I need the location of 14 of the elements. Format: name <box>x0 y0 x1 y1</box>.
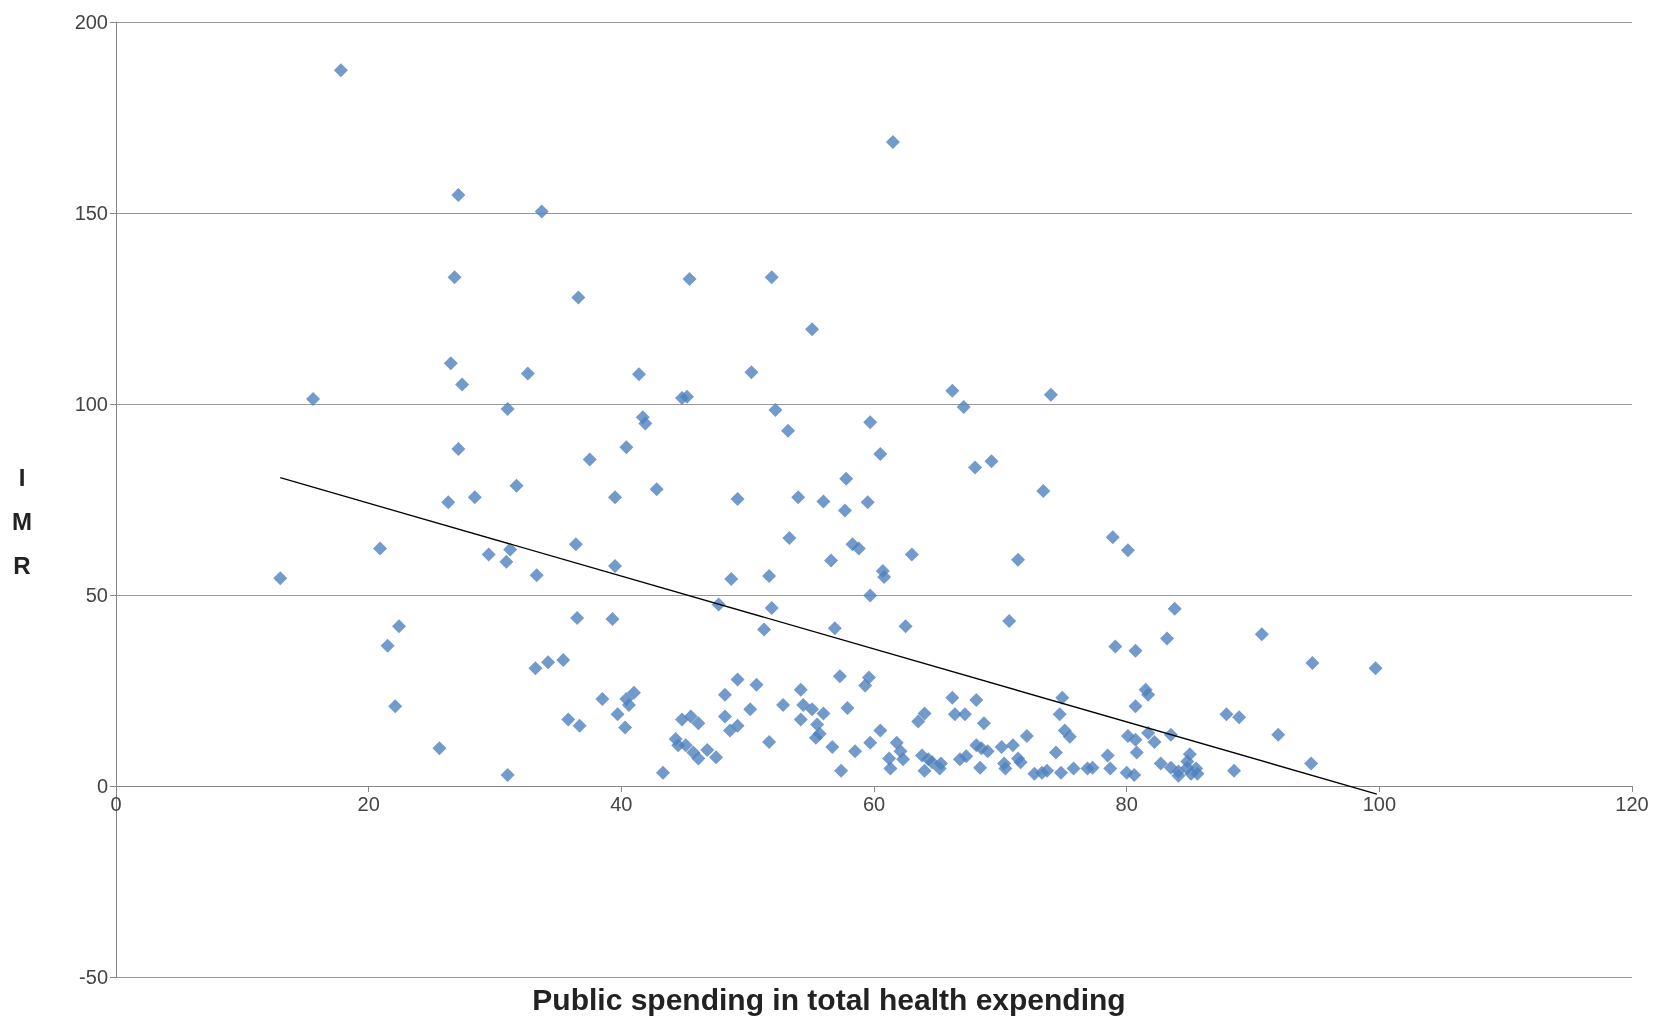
x-tick-label: 120 <box>1615 793 1649 815</box>
x-tick-label: 40 <box>610 793 633 815</box>
y-tick-label: 200 <box>74 11 108 33</box>
x-axis-title: Public spending in total health expending <box>532 982 1126 1016</box>
y-tick-label: 150 <box>74 202 108 224</box>
y-tick-label: -50 <box>79 966 108 988</box>
y-tick-label: 50 <box>85 584 108 606</box>
x-tick-label: 80 <box>1115 793 1138 815</box>
x-tick-label: 20 <box>357 793 380 815</box>
y-tick-label: 0 <box>96 775 108 797</box>
x-tick-label: 60 <box>862 793 886 815</box>
y-tick-label: 100 <box>74 393 108 415</box>
x-tick-label: 100 <box>1362 793 1397 815</box>
y-axis-title: IMR <box>12 463 32 579</box>
